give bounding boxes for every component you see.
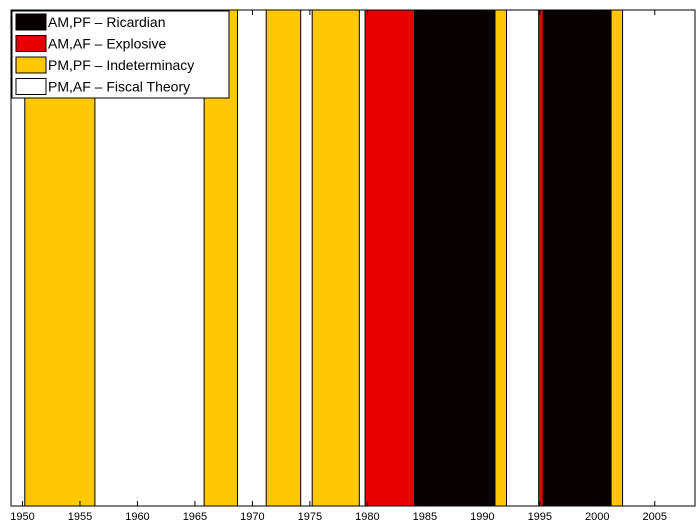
legend-label-explosive: AM,AF – Explosive (48, 36, 166, 52)
legend-swatch-ricardian (15, 13, 47, 31)
legend-swatch-indeterminacy (15, 56, 47, 74)
legend-box (11, 10, 230, 99)
regime-bar-indeterminacy (311, 9, 360, 507)
x-tick-label: 2000 (585, 511, 609, 523)
x-tick-label: 1950 (10, 511, 34, 523)
x-axis: 1950 1955 1960 1965 1970 1975 1980 1985 1990 1995… (10, 10, 667, 523)
x-tick-label: 1975 (298, 511, 322, 523)
x-tick-label: 1960 (125, 511, 149, 523)
legend-label-ricardian: AM,PF – Ricardian (48, 14, 165, 30)
legend-label-fiscal: PM,AF – Fiscal Theory (48, 79, 190, 95)
regime-bar-indeterminacy (494, 9, 507, 507)
regime-bar-indeterminacy (610, 9, 624, 507)
legend-label-indeterminacy: PM,PF – Indeterminacy (48, 57, 194, 73)
x-tick-label: 2005 (643, 511, 667, 523)
regime-bar-ricardian (542, 9, 612, 507)
legend: AM,PF – Ricardian AM,AF – Explosive PM,PF … (11, 10, 230, 99)
x-tick-label: 1985 (413, 511, 437, 523)
regime-bar-indeterminacy (265, 9, 302, 507)
regime-bars (24, 9, 624, 507)
regime-bar-ricardian (414, 9, 496, 507)
legend-swatch-fiscal (15, 78, 47, 95)
plot-frame (10, 9, 696, 507)
x-tick-label: 1980 (355, 511, 379, 523)
legend-swatch-explosive (15, 35, 47, 52)
x-tick-label: 1970 (240, 511, 264, 523)
x-tick-label: 1990 (470, 511, 494, 523)
regime-bar-explosive (364, 9, 416, 507)
regime-bar-explosive (538, 9, 544, 507)
x-tick-label: 1995 (528, 511, 552, 523)
x-tick-label: 1955 (68, 511, 92, 523)
x-tick-label: 1965 (183, 511, 207, 523)
